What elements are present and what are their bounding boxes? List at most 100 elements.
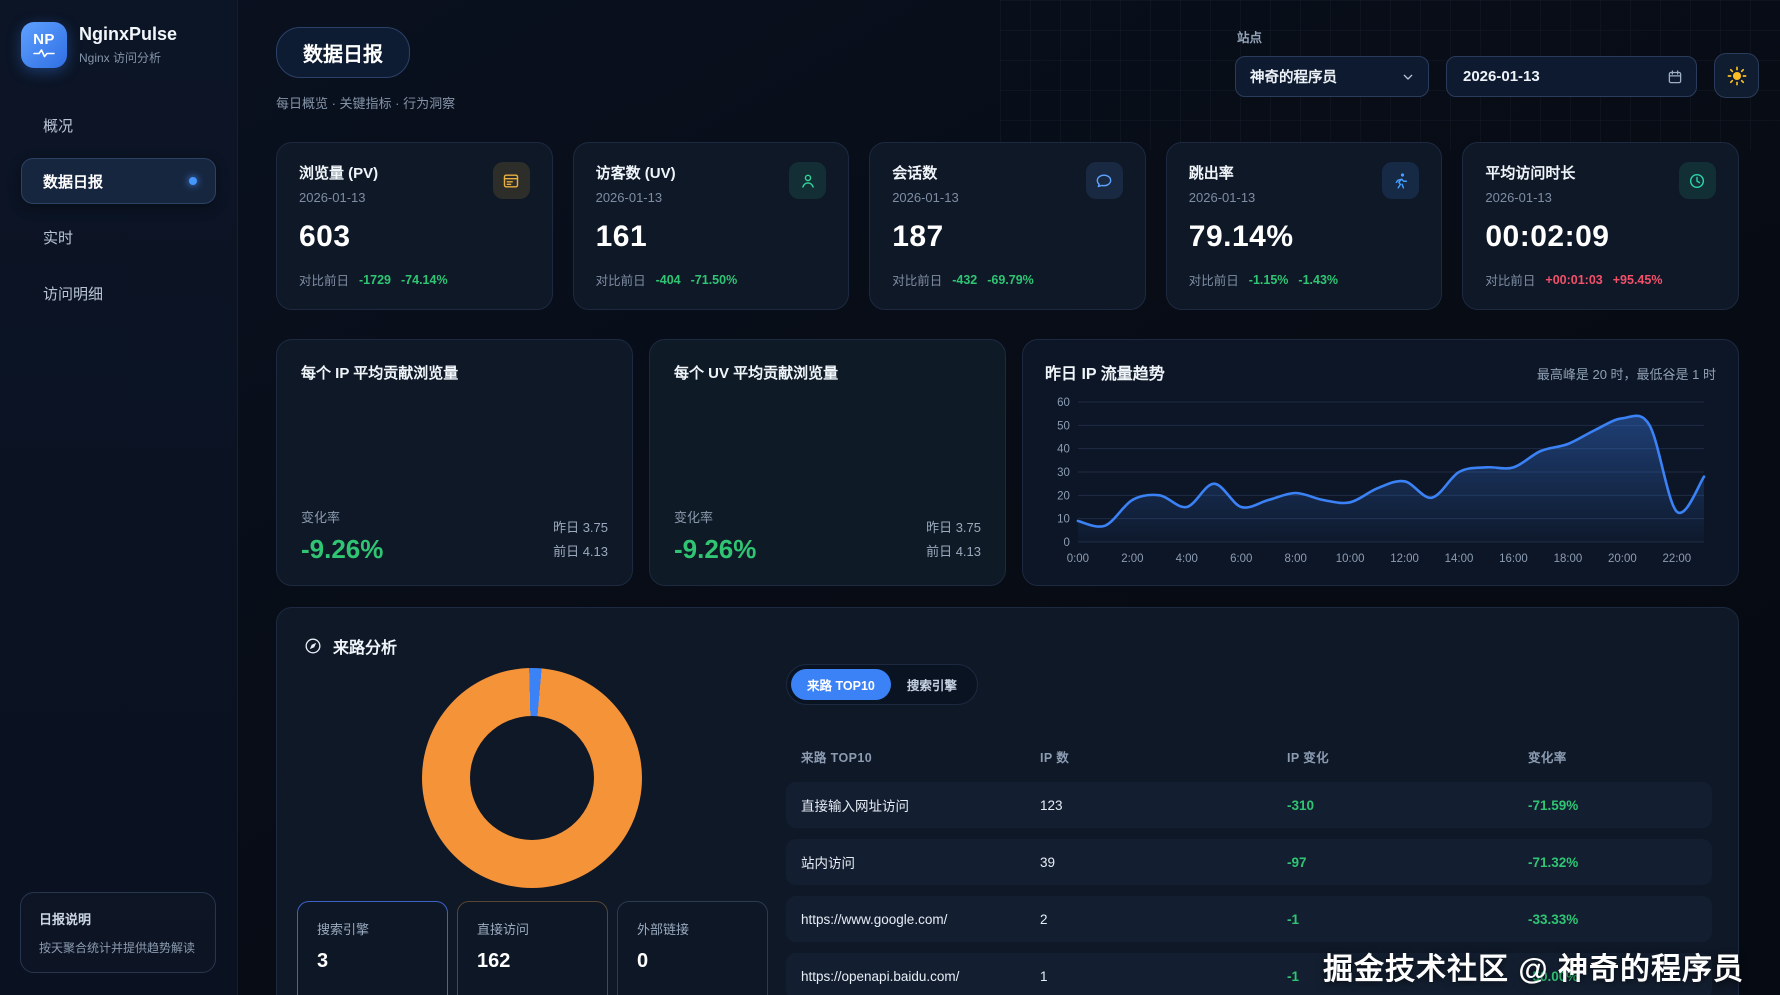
stat-value: 603: [299, 220, 351, 253]
svg-text:12:00: 12:00: [1390, 553, 1419, 565]
avg-ip-card-title: 每个 IP 平均贡献浏览量: [301, 365, 459, 382]
sidebar-item-label: 实时: [43, 229, 74, 247]
mini-card-label: 外部链接: [637, 922, 690, 937]
sidebar-note: 日报说明 按天聚合统计并提供趋势解读: [20, 892, 216, 973]
mini-card-value: 3: [317, 950, 329, 972]
stat-value: 187: [892, 220, 944, 253]
site-select-value: 神奇的程序员: [1250, 70, 1337, 86]
referrer-table-row[interactable]: https://www.google.com/2 -1 -33.33%: [786, 896, 1712, 942]
compare-percent: -74.14%: [401, 272, 448, 287]
referrer-table-panel: 来路 TOP10 搜索引擎 来路 TOP10 IP 数 IP 变化 变化率 直接输入网址…: [786, 664, 1712, 995]
chart-title: 昨日 IP 流量趋势: [1045, 366, 1165, 383]
stat-date: 2026-01-13: [595, 190, 663, 205]
compare-delta: -404: [655, 272, 681, 287]
ip-count: 123: [1040, 797, 1063, 813]
brand-text: NginxPulse Nginx 访问分析: [79, 24, 177, 66]
sidebar-item-overview[interactable]: 概况: [21, 102, 216, 148]
duration-clock-icon: [1678, 162, 1716, 199]
svg-text:22:00: 22:00: [1662, 553, 1691, 565]
stat-title: 平均访问时长: [1485, 165, 1576, 182]
ip-count: 1: [1040, 968, 1048, 984]
yesterday-value: 昨日 3.75: [553, 519, 608, 535]
compare-delta: +00:01:03: [1545, 272, 1603, 287]
compare-label: 对比前日: [595, 274, 646, 288]
brand-name: NginxPulse: [79, 24, 178, 44]
stat-date: 2026-01-13: [1188, 190, 1256, 205]
topbar-right: 站点 神奇的程序员: [1235, 27, 1759, 98]
day-before-value: 前日 4.13: [926, 544, 981, 560]
stat-cards-row: 浏览量 (PV) 2026-01-13 603 对比前日 -1729 -74.14% 访客数…: [276, 142, 1739, 310]
site-label: 站点: [1237, 31, 1263, 45]
svg-text:50: 50: [1057, 420, 1070, 432]
compare-label: 对比前日: [892, 274, 943, 288]
pulse-icon: [33, 49, 55, 58]
change-rate: -50.00%: [1528, 968, 1579, 984]
tab-referrer-top10[interactable]: 来路 TOP10: [791, 669, 891, 700]
referrer-table-row[interactable]: 直接输入网址访问 123 -310 -71.59%: [786, 782, 1712, 828]
compass-icon: [305, 638, 321, 654]
svg-text:16:00: 16:00: [1499, 553, 1528, 565]
ip-count: 2: [1040, 911, 1048, 927]
compare-label: 对比前日: [1485, 274, 1536, 288]
svg-text:20:00: 20:00: [1608, 553, 1637, 565]
page-title: 数据日报: [276, 27, 410, 78]
svg-text:14:00: 14:00: [1445, 553, 1474, 565]
referrer-table-body: 直接输入网址访问 123 -310 -71.59% 站内访问 39 -97 -71.32% ht…: [786, 782, 1712, 995]
sidebar-item-daily-report[interactable]: 数据日报: [21, 158, 216, 204]
sidebar-item-realtime[interactable]: 实时: [21, 214, 216, 260]
theme-toggle-button[interactable]: [1714, 53, 1759, 98]
stat-title: 访客数 (UV): [595, 165, 676, 182]
yesterday-value: 昨日 3.75: [926, 519, 981, 535]
referrer-donut-chart: [422, 668, 642, 888]
site-select[interactable]: 神奇的程序员: [1235, 56, 1429, 97]
app-logo: NP: [21, 22, 67, 68]
compare-label: 对比前日: [299, 274, 350, 288]
topbar-left: 数据日报 每日概览 · 关键指标 · 行为洞察: [276, 27, 455, 112]
ip-change: -310: [1287, 797, 1315, 813]
svg-text:0:00: 0:00: [1067, 553, 1089, 565]
ip-trend-card: 昨日 IP 流量趋势 最高峰是 20 时，最低谷是 1 时 0 10 20 30 40 5…: [1022, 339, 1739, 586]
referrer-table-row[interactable]: https://openapi.baidu.com/1 -1 -50.00%: [786, 953, 1712, 995]
stat-title: 会话数: [892, 165, 938, 182]
svg-text:4:00: 4:00: [1176, 553, 1198, 565]
stat-title: 浏览量 (PV): [299, 165, 379, 182]
mini-card-direct-visit: 直接访问 162: [457, 901, 608, 995]
watermark: 掘金技术社区 @ 神奇的程序员: [1323, 953, 1744, 986]
svg-text:30: 30: [1057, 467, 1070, 479]
stat-date: 2026-01-13: [299, 190, 366, 205]
date-picker[interactable]: [1446, 56, 1697, 97]
referrer-table-row[interactable]: 站内访问 39 -97 -71.32%: [786, 839, 1712, 885]
avg-ip-card: 每个 IP 平均贡献浏览量 变化率 -9.26% 昨日 3.75 前日 4.13: [276, 339, 633, 586]
svg-text:10: 10: [1057, 514, 1070, 526]
active-indicator-dot: [189, 177, 197, 185]
mini-card-search-engine: 搜索引擎 3: [297, 901, 448, 995]
change-rate: -33.33%: [1528, 911, 1579, 927]
session-chat-icon: [1085, 162, 1123, 199]
svg-text:18:00: 18:00: [1554, 553, 1583, 565]
referrer-table-header: 来路 TOP10 IP 数 IP 变化 变化率: [786, 747, 1712, 766]
brand: NP NginxPulse Nginx 访问分析: [21, 22, 216, 68]
sidebar-item-label: 数据日报: [43, 173, 104, 191]
svg-text:2:00: 2:00: [1121, 553, 1143, 565]
ip-count: 39: [1040, 854, 1056, 870]
svg-text:40: 40: [1057, 444, 1070, 456]
stat-card-uv: 访客数 (UV) 2026-01-13 161 对比前日 -404 -71.50%: [572, 142, 850, 310]
sidebar-item-visit-details[interactable]: 访问明细: [21, 270, 216, 316]
brand-subtitle: Nginx 访问分析: [79, 51, 162, 65]
sidebar-note-title: 日报说明: [39, 912, 92, 927]
date-input[interactable]: [1463, 68, 1623, 85]
compare-delta: -1729: [359, 272, 391, 287]
chevron-down-icon: [1403, 74, 1413, 80]
topbar: 数据日报 每日概览 · 关键指标 · 行为洞察 站点 神奇的程序员: [276, 27, 1759, 112]
ip-trend-line-chart: 0 10 20 30 40 50 60 0:00 2:00 4:00 6:00 8:00 10:00 12…: [1045, 390, 1716, 568]
tab-search-engine[interactable]: 搜索引擎: [906, 679, 957, 693]
stat-value: 00:02:09: [1485, 220, 1610, 253]
rate-value: -9.26%: [674, 534, 757, 564]
change-rate: -71.32%: [1528, 854, 1579, 870]
compare-label: 对比前日: [1188, 274, 1239, 288]
logo-text: NP: [33, 31, 55, 48]
mid-row: 每个 IP 平均贡献浏览量 变化率 -9.26% 昨日 3.75 前日 4.13…: [276, 339, 1739, 586]
sidebar-note-text: 按天聚合统计并提供趋势解读: [39, 941, 196, 955]
stat-card-pv: 浏览量 (PV) 2026-01-13 603 对比前日 -1729 -74.14%: [276, 142, 553, 310]
